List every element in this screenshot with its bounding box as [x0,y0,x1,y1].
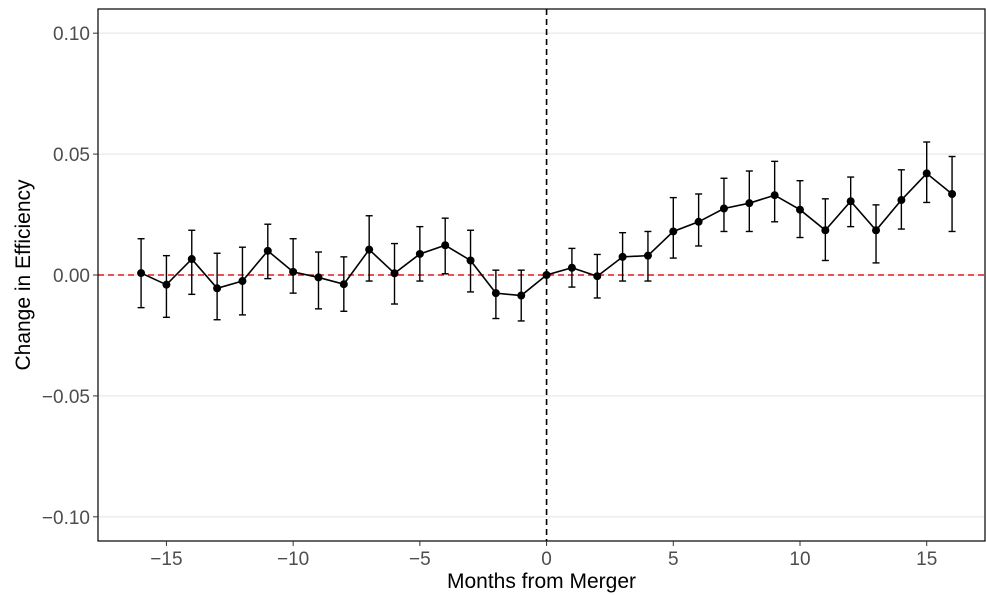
data-point--1 [517,291,526,300]
x-tick-label-2: −5 [409,549,431,570]
x-tick-label-3: 0 [541,549,552,570]
data-point--10 [289,267,298,276]
data-point-16 [948,189,957,198]
y-tick-label-1: −0.05 [42,387,90,408]
data-point-15 [922,169,931,178]
data-point-8 [745,199,754,208]
data-point--9 [314,273,323,282]
y-tick-label-0: −0.10 [42,508,90,529]
data-point--6 [390,269,399,278]
x-axis-ticks: −15 −10 −5 0 5 10 15 [150,541,937,570]
data-point-3 [618,252,627,261]
data-point--16 [137,269,146,278]
data-point-9 [770,191,779,200]
x-tick-label-4: 5 [668,549,679,570]
data-point-6 [694,217,703,226]
x-tick-label-1: −10 [277,549,309,570]
estimate-points [137,169,957,300]
data-point--2 [491,289,500,298]
y-tick-label-3: 0.05 [53,145,90,166]
x-tick-label-5: 10 [789,549,810,570]
y-tick-label-2: 0.00 [53,266,90,287]
data-point--4 [441,241,450,250]
reference-lines [98,9,985,541]
x-tick-label-6: 15 [916,549,937,570]
data-point--7 [365,245,374,254]
y-tick-label-4: 0.10 [53,24,90,45]
data-point--8 [339,280,348,289]
data-point-13 [872,226,881,235]
data-point-0 [542,271,551,279]
data-point-14 [897,196,906,205]
data-point--5 [415,249,424,258]
data-point--3 [466,256,475,265]
data-point-4 [643,251,652,260]
y-axis-ticks: −0.10 −0.05 0.00 0.05 0.10 [42,24,98,529]
data-point--14 [187,255,196,264]
data-point--15 [162,280,171,289]
data-point-2 [593,272,602,281]
data-point--13 [213,284,222,293]
data-point-11 [821,226,830,235]
error-bar--10 [289,238,297,294]
data-point--11 [263,246,272,255]
x-tick-label-0: −15 [150,549,182,570]
data-point-1 [567,263,576,272]
x-axis-title: Months from Merger [447,570,636,593]
data-point-10 [795,205,804,214]
data-point--12 [238,277,247,286]
data-point-12 [846,197,855,206]
data-point-5 [669,227,678,236]
y-axis-title: Change in Efficiency [12,179,35,371]
data-point-7 [719,204,728,213]
